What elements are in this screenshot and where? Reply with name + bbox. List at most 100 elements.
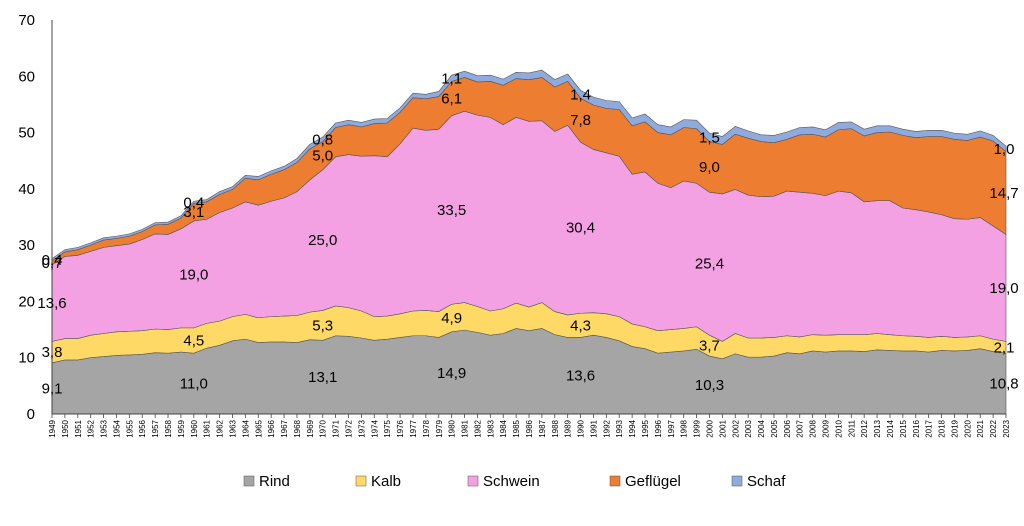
x-tick-label: 1991 — [589, 419, 598, 437]
data-label-kalb: 5,3 — [312, 317, 333, 334]
x-tick-label: 2016 — [912, 419, 921, 437]
x-tick-label: 1971 — [332, 419, 341, 437]
x-tick-label: 1951 — [74, 419, 83, 437]
y-tick-label: 50 — [18, 125, 35, 142]
data-label-schaf: 1,0 — [994, 141, 1015, 158]
x-tick-label: 1995 — [641, 419, 650, 437]
x-tick-label: 1959 — [177, 419, 186, 437]
data-label-schwein: 25,0 — [308, 232, 337, 249]
y-tick-label: 40 — [18, 181, 35, 198]
x-tick-label: 2002 — [731, 419, 740, 437]
x-tick-label: 1989 — [564, 419, 573, 437]
legend-swatch-rind — [243, 475, 255, 487]
legend-label-kalb: Kalb — [371, 473, 401, 490]
data-label-rind: 10,8 — [989, 376, 1018, 393]
x-tick-label: 2010 — [834, 419, 843, 437]
data-label-gefluegel: 7,8 — [570, 112, 591, 129]
area-schaf — [51, 69, 1007, 262]
data-label-rind: 11,0 — [180, 376, 208, 393]
legend-swatch-schwein — [467, 475, 479, 487]
data-label-rind: 13,6 — [566, 368, 595, 385]
data-label-kalb: 4,9 — [441, 310, 462, 327]
data-label-schwein: 25,4 — [695, 256, 724, 273]
y-tick-label: 20 — [18, 293, 35, 310]
x-tick-label: 1985 — [512, 419, 521, 437]
x-tick-label: 1954 — [112, 419, 121, 437]
x-tick-label: 2005 — [770, 419, 779, 437]
data-label-schwein: 19,0 — [179, 266, 208, 283]
data-label-rind: 13,1 — [308, 369, 337, 386]
x-tick-label: 1969 — [306, 419, 315, 437]
data-label-gefluegel: 6,1 — [441, 91, 462, 108]
data-label-kalb: 4,5 — [183, 333, 204, 350]
x-tick-label: 1965 — [254, 419, 263, 437]
x-tick-label: 1988 — [551, 419, 560, 437]
data-label-kalb: 4,3 — [570, 317, 591, 334]
x-tick-label: 1980 — [448, 419, 457, 437]
x-tick-label: 1987 — [538, 419, 547, 437]
x-tick-label: 1949 — [48, 419, 57, 437]
x-tick-label: 2003 — [744, 419, 753, 437]
x-tick-label: 1986 — [525, 419, 534, 437]
x-tick-label: 1970 — [319, 419, 328, 437]
legend-label-rind: Rind — [259, 473, 290, 490]
x-tick-label: 1997 — [667, 419, 676, 437]
x-tick-label: 2023 — [1002, 419, 1011, 437]
y-tick-label: 10 — [18, 350, 35, 367]
legend-label-schwein: Schwein — [483, 473, 540, 490]
x-tick-label: 1962 — [216, 419, 225, 437]
y-tick-label: 30 — [18, 237, 35, 254]
legend-label-schaf: Schaf — [747, 473, 786, 490]
x-tick-label: 2008 — [809, 419, 818, 437]
legend-swatch-kalb — [355, 475, 367, 487]
legend-label-gefluegel: Geflügel — [625, 473, 681, 490]
x-tick-label: 2014 — [886, 419, 895, 437]
x-tick-label: 1968 — [293, 419, 302, 437]
x-tick-label: 1983 — [486, 419, 495, 437]
legend-swatch-gefluegel — [609, 475, 621, 487]
data-label-kalb: 2,1 — [994, 339, 1015, 356]
x-tick-label: 2021 — [976, 419, 985, 437]
x-tick-label: 2012 — [860, 419, 869, 437]
x-tick-label: 2017 — [925, 419, 934, 437]
data-label-schaf: 0,4 — [183, 194, 204, 211]
data-label-schaf: 1,5 — [699, 129, 720, 146]
x-tick-label: 1956 — [138, 419, 147, 437]
data-label-gefluegel: 3,1 — [183, 204, 204, 221]
x-tick-label: 1990 — [577, 419, 586, 437]
x-tick-label: 2001 — [718, 419, 727, 437]
x-tick-label: 2007 — [796, 419, 805, 437]
x-tick-label: 1982 — [473, 419, 482, 437]
x-tick-label: 1976 — [396, 419, 405, 437]
x-tick-label: 2004 — [757, 419, 766, 437]
x-tick-label: 2006 — [783, 419, 792, 437]
x-tick-label: 1957 — [151, 419, 160, 437]
y-tick-label: 0 — [27, 406, 35, 423]
x-tick-label: 1996 — [654, 419, 663, 437]
x-tick-label: 2011 — [847, 419, 856, 437]
x-tick-label: 2022 — [989, 419, 998, 437]
x-tick-label: 1955 — [125, 419, 134, 437]
data-label-schaf: 1,1 — [441, 70, 462, 87]
data-label-rind: 9,1 — [42, 380, 63, 397]
data-label-rind: 10,3 — [695, 377, 724, 394]
data-label-schaf: 0,4 — [42, 252, 63, 269]
data-label-schaf: 0,8 — [312, 131, 333, 148]
legend-swatch-schaf — [731, 475, 743, 487]
x-tick-label: 1958 — [164, 419, 173, 437]
x-tick-label: 1992 — [602, 419, 611, 437]
x-tick-label: 1953 — [100, 419, 109, 437]
x-tick-label: 1967 — [280, 419, 289, 437]
x-tick-label: 1994 — [628, 419, 637, 437]
x-tick-label: 1961 — [203, 419, 212, 437]
x-tick-label: 1974 — [370, 419, 379, 437]
x-tick-label: 1998 — [680, 419, 689, 437]
x-tick-label: 2015 — [899, 419, 908, 437]
x-tick-label: 1966 — [267, 419, 276, 437]
x-tick-label: 1963 — [228, 419, 237, 437]
x-tick-label: 1973 — [357, 419, 366, 437]
x-tick-label: 1960 — [190, 419, 199, 437]
x-tick-label: 1975 — [383, 419, 392, 437]
x-tick-label: 2019 — [950, 419, 959, 437]
